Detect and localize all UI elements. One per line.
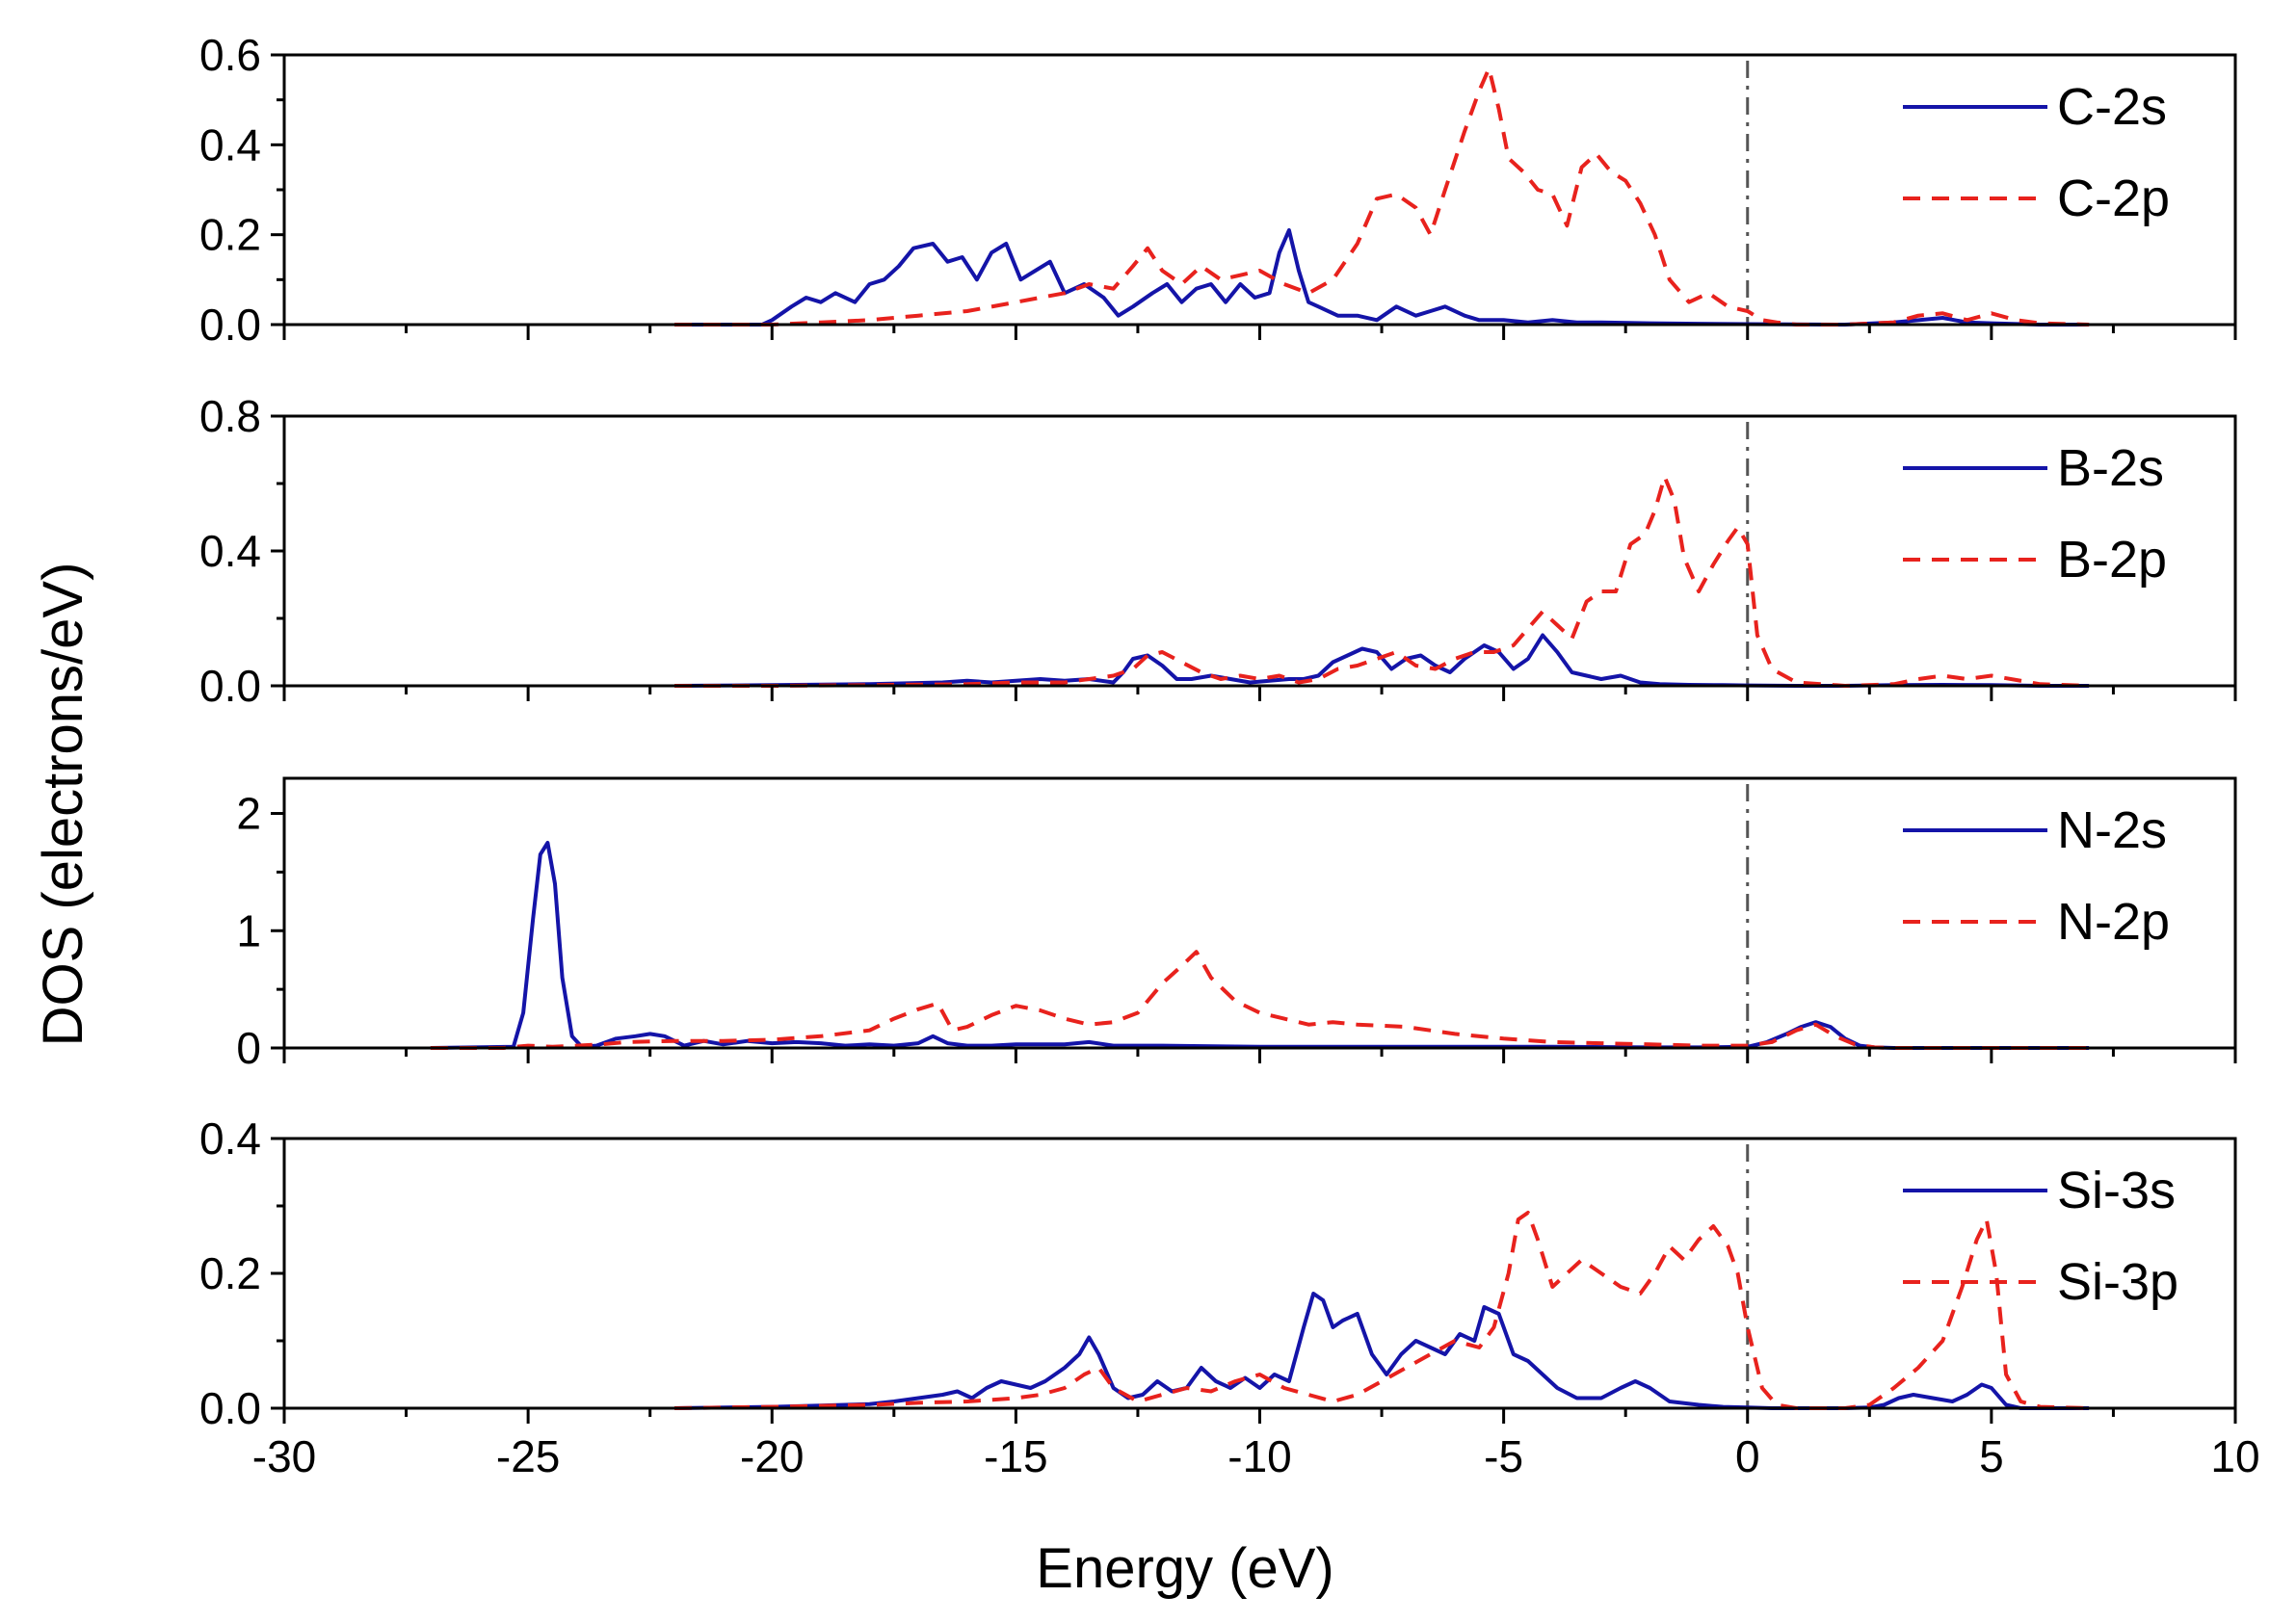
y-tick-label: 0.4	[199, 1113, 261, 1164]
series-line-b-2s	[673, 633, 2090, 688]
y-tick-label: 0.4	[199, 119, 261, 170]
legend-label-s: B-2s	[2057, 439, 2164, 497]
panel-si: 0.0 0.2 0.4 -30 -25 -20 -15 -10 -5 0 5 10 Si-3s Si-3p	[199, 1113, 2260, 1481]
legend-label-p: N-2p	[2057, 893, 2170, 951]
legend-label-p: Si-3p	[2057, 1253, 2178, 1311]
x-tick-label: -30	[252, 1431, 316, 1481]
panel-frame	[282, 776, 2237, 1050]
y-axis-title: DOS (electrons/eV)	[32, 563, 94, 1047]
series-line-si-3s	[673, 1292, 2090, 1410]
series-line-si-3p	[673, 1211, 2090, 1410]
y-tick-label: 0	[236, 1023, 261, 1073]
legend-label-s: Si-3s	[2057, 1162, 2176, 1219]
x-tick-label: -25	[496, 1431, 560, 1481]
series-line-c-2s	[674, 228, 2090, 327]
legend-label-s: C-2s	[2057, 78, 2167, 136]
y-tick-label: 0.0	[199, 1383, 261, 1433]
series-line-c-2p	[674, 66, 2090, 327]
y-tick-label: 0.4	[199, 526, 261, 576]
legend-label-p: C-2p	[2057, 170, 2170, 227]
y-tick-label: 0.0	[199, 661, 261, 711]
x-tick-label: -15	[984, 1431, 1047, 1481]
x-tick-label: 10	[2210, 1431, 2259, 1481]
legend-label-s: N-2s	[2057, 801, 2167, 859]
y-tick-label: 0.2	[199, 1248, 261, 1298]
panel-c: 0.0 0.2 0.4 0.6 C-2s C-2p	[199, 30, 2237, 350]
y-tick-label: 0.6	[199, 30, 261, 80]
y-tick-label: 0.2	[199, 210, 261, 260]
x-tick-label: 0	[1735, 1431, 1760, 1481]
series-line-b-2p	[674, 475, 2090, 688]
x-tick-label: -5	[1484, 1431, 1523, 1481]
legend-label-p: B-2p	[2057, 531, 2167, 589]
y-tick-label: 0.0	[199, 300, 261, 350]
x-tick-label: -10	[1227, 1431, 1291, 1481]
panel-frame	[282, 1137, 2237, 1410]
panel-frame	[282, 53, 2237, 327]
series-line-n-2p	[430, 950, 2090, 1050]
x-axis-title: Energy (eV)	[1036, 1537, 1333, 1600]
y-tick-label: 1	[236, 905, 261, 955]
panel-frame	[282, 414, 2237, 688]
y-tick-label: 2	[236, 789, 261, 839]
panel-n: 0 1 2 N-2s N-2p	[236, 776, 2237, 1073]
x-tick-label: 5	[1979, 1431, 2004, 1481]
y-tick-label: 0.8	[199, 391, 261, 441]
series-line-n-2s	[430, 841, 2090, 1050]
x-tick-label: -20	[740, 1431, 804, 1481]
panel-b: 0.0 0.4 0.8 B-2s B-2p	[199, 391, 2237, 711]
